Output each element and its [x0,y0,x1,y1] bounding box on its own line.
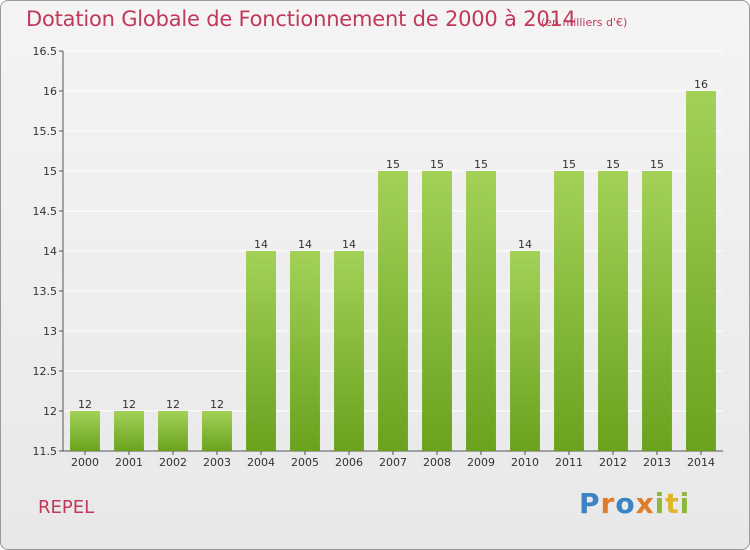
bar [686,91,716,451]
proxiti-logo[interactable]: Proxiti [579,487,690,520]
logo-letter: P [579,487,601,520]
data-label: 12 [210,398,224,411]
data-label: 15 [474,158,488,171]
data-label: 12 [78,398,92,411]
bar [246,251,276,451]
logo-letter: i [679,487,691,520]
y-tick-label: 13 [43,325,57,338]
y-tick-label: 16 [43,85,57,98]
y-tick-label: 14.5 [33,205,58,218]
x-tick-label: 2000 [71,456,99,469]
logo-letter: r [600,487,616,520]
bar [202,411,232,451]
x-tick-label: 2012 [599,456,627,469]
x-tick-label: 2003 [203,456,231,469]
x-tick-label: 2002 [159,456,187,469]
place-name: REPEL [38,497,95,518]
data-label: 14 [518,238,532,251]
data-label: 14 [254,238,268,251]
data-label: 15 [650,158,664,171]
x-tick-label: 2014 [687,456,715,469]
y-tick-label: 15 [43,165,57,178]
y-tick-label: 12 [43,405,57,418]
bar [422,171,452,451]
bars [70,91,716,451]
data-label: 15 [386,158,400,171]
logo-letter: i [654,487,666,520]
chart-subtitle: (en milliers d'€) [541,16,628,29]
logo-letter: t [665,487,680,520]
x-tick-label: 2007 [379,456,407,469]
data-label: 15 [562,158,576,171]
data-label: 14 [298,238,312,251]
data-label: 12 [166,398,180,411]
data-label: 12 [122,398,136,411]
bar [598,171,628,451]
x-tick-label: 2010 [511,456,539,469]
x-tick-label: 2004 [247,456,275,469]
bar [334,251,364,451]
y-tick-label: 11.5 [33,445,58,458]
x-tick-label: 2013 [643,456,671,469]
bar [114,411,144,451]
bar [510,251,540,451]
logo-letter: o [615,487,636,520]
logo-letter: x [635,487,655,520]
x-tick-label: 2008 [423,456,451,469]
x-tick-label: 2005 [291,456,319,469]
y-tick-label: 12.5 [33,365,58,378]
x-tick-label: 2011 [555,456,583,469]
chart-title: Dotation Globale de Fonctionnement de 20… [26,7,576,31]
y-tick-label: 15.5 [33,125,58,138]
x-tick-label: 2006 [335,456,363,469]
bar [70,411,100,451]
bar [554,171,584,451]
data-label: 16 [694,78,708,91]
bar [158,411,188,451]
labels: 11.5 12 12.5 13 13.5 14 14.5 15 15.5 16 16.5 12 2000… [33,45,716,469]
data-label: 14 [342,238,356,251]
y-tick-label: 16.5 [33,45,58,58]
bar [642,171,672,451]
x-tick-label: 2001 [115,456,143,469]
y-tick-label: 13.5 [33,285,58,298]
y-tick-label: 14 [43,245,57,258]
bar [466,171,496,451]
x-tick-label: 2009 [467,456,495,469]
data-label: 15 [430,158,444,171]
bar [378,171,408,451]
bar [290,251,320,451]
data-label: 15 [606,158,620,171]
